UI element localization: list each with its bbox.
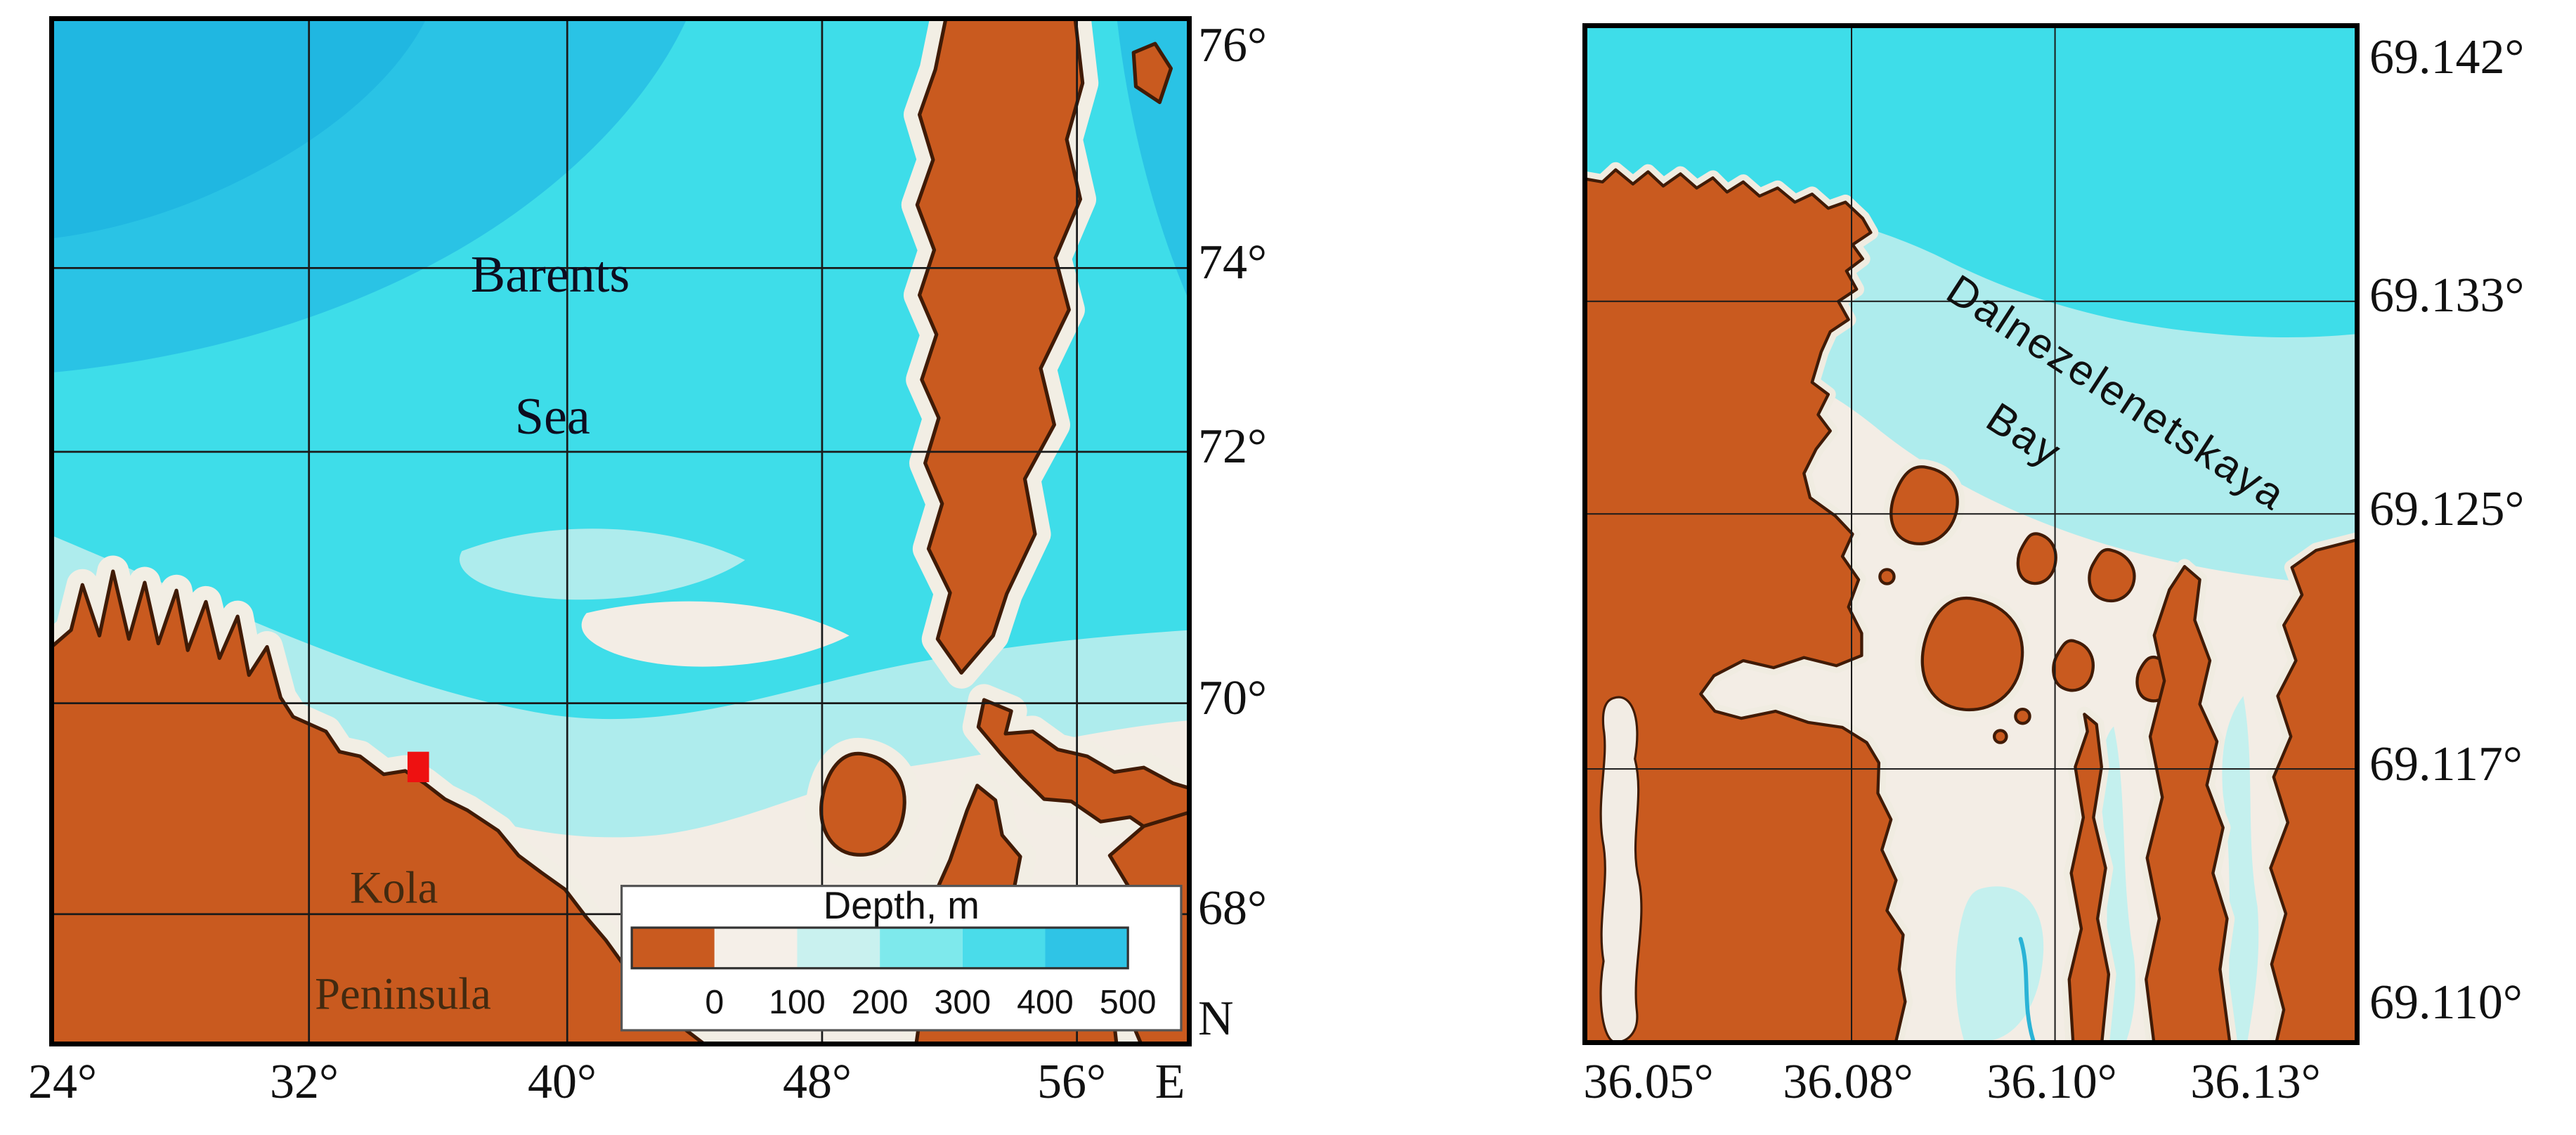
barents-sea-label-line2: Sea: [515, 388, 590, 446]
depth-legend-ticks: 0 100 200 300 400 500: [705, 983, 1156, 1021]
corner-islet: [1131, 41, 1173, 105]
svg-text:400: 400: [1017, 983, 1074, 1021]
svg-text:0: 0: [705, 983, 724, 1021]
right-lat-tick-69142: 69.142°: [2369, 30, 2525, 84]
bay-map: Dalnezelenetskaya Bay: [1587, 28, 2355, 1040]
svg-text:200: 200: [852, 983, 909, 1021]
svg-text:100: 100: [769, 983, 826, 1021]
right-lat-tick-69133: 69.133°: [2369, 268, 2525, 323]
west-shore-lagoon: [1599, 696, 1643, 1040]
left-lat-tick-72: 72°: [1198, 420, 1267, 474]
west-shore-landmass: [1587, 168, 1907, 1040]
bay-graticule-lines: [1587, 28, 2355, 1040]
kolguyev-island: [819, 751, 906, 857]
novaya-zemlya-north-island: [915, 21, 1085, 675]
bay-map-panel: Dalnezelenetskaya Bay: [1582, 23, 2360, 1045]
kola-label-line1: Kola: [350, 863, 438, 913]
left-lon-tick-48: 48°: [783, 1055, 852, 1109]
left-lat-tick-76: 76°: [1198, 18, 1267, 72]
kola-label-line2: Peninsula: [315, 969, 491, 1019]
overview-map: Barents Sea Kola Peninsula Depth, m 0 10…: [54, 21, 1187, 1042]
depth-legend-colorbar: [630, 926, 1129, 970]
right-lon-tick-3610: 36.10°: [1986, 1055, 2117, 1109]
left-lat-tick-N: N: [1198, 992, 1234, 1046]
right-lon-tick-3613: 36.13°: [2190, 1055, 2321, 1109]
bay-islands: [1878, 465, 2173, 744]
right-lat-tick-69117: 69.117°: [2369, 737, 2523, 791]
right-lon-tick-3605: 36.05°: [1583, 1055, 1714, 1109]
deep-water-layer: [54, 21, 1187, 372]
right-lat-tick-69110: 69.110°: [2369, 975, 2523, 1030]
study-site-marker: [407, 751, 429, 782]
southeast-peninsulas: [2067, 538, 2355, 1040]
right-lon-tick-3608: 36.08°: [1783, 1055, 1913, 1109]
depth-legend-title: Depth, m: [824, 884, 980, 927]
left-lat-tick-74: 74°: [1198, 235, 1267, 290]
left-lat-tick-68: 68°: [1198, 881, 1267, 935]
stream-line: [2018, 937, 2036, 1040]
left-lon-tick-E: E: [1154, 1055, 1185, 1109]
barents-sea-label-line1: Barents: [471, 246, 630, 304]
overview-map-panel: Barents Sea Kola Peninsula Depth, m 0 10…: [49, 16, 1192, 1046]
left-lon-tick-56: 56°: [1037, 1055, 1106, 1109]
svg-text:300: 300: [934, 983, 991, 1021]
right-lat-tick-69125: 69.125°: [2369, 482, 2525, 536]
svg-text:500: 500: [1100, 983, 1157, 1021]
left-lon-tick-32: 32°: [270, 1055, 339, 1109]
left-lat-tick-70: 70°: [1198, 671, 1267, 725]
left-lon-tick-40: 40°: [528, 1055, 597, 1109]
novaya-zemlya-south-island: [976, 698, 1187, 848]
left-lon-tick-24: 24°: [28, 1055, 97, 1109]
depth-legend: Depth, m 0 100 200 300 400 500: [620, 884, 1183, 1032]
